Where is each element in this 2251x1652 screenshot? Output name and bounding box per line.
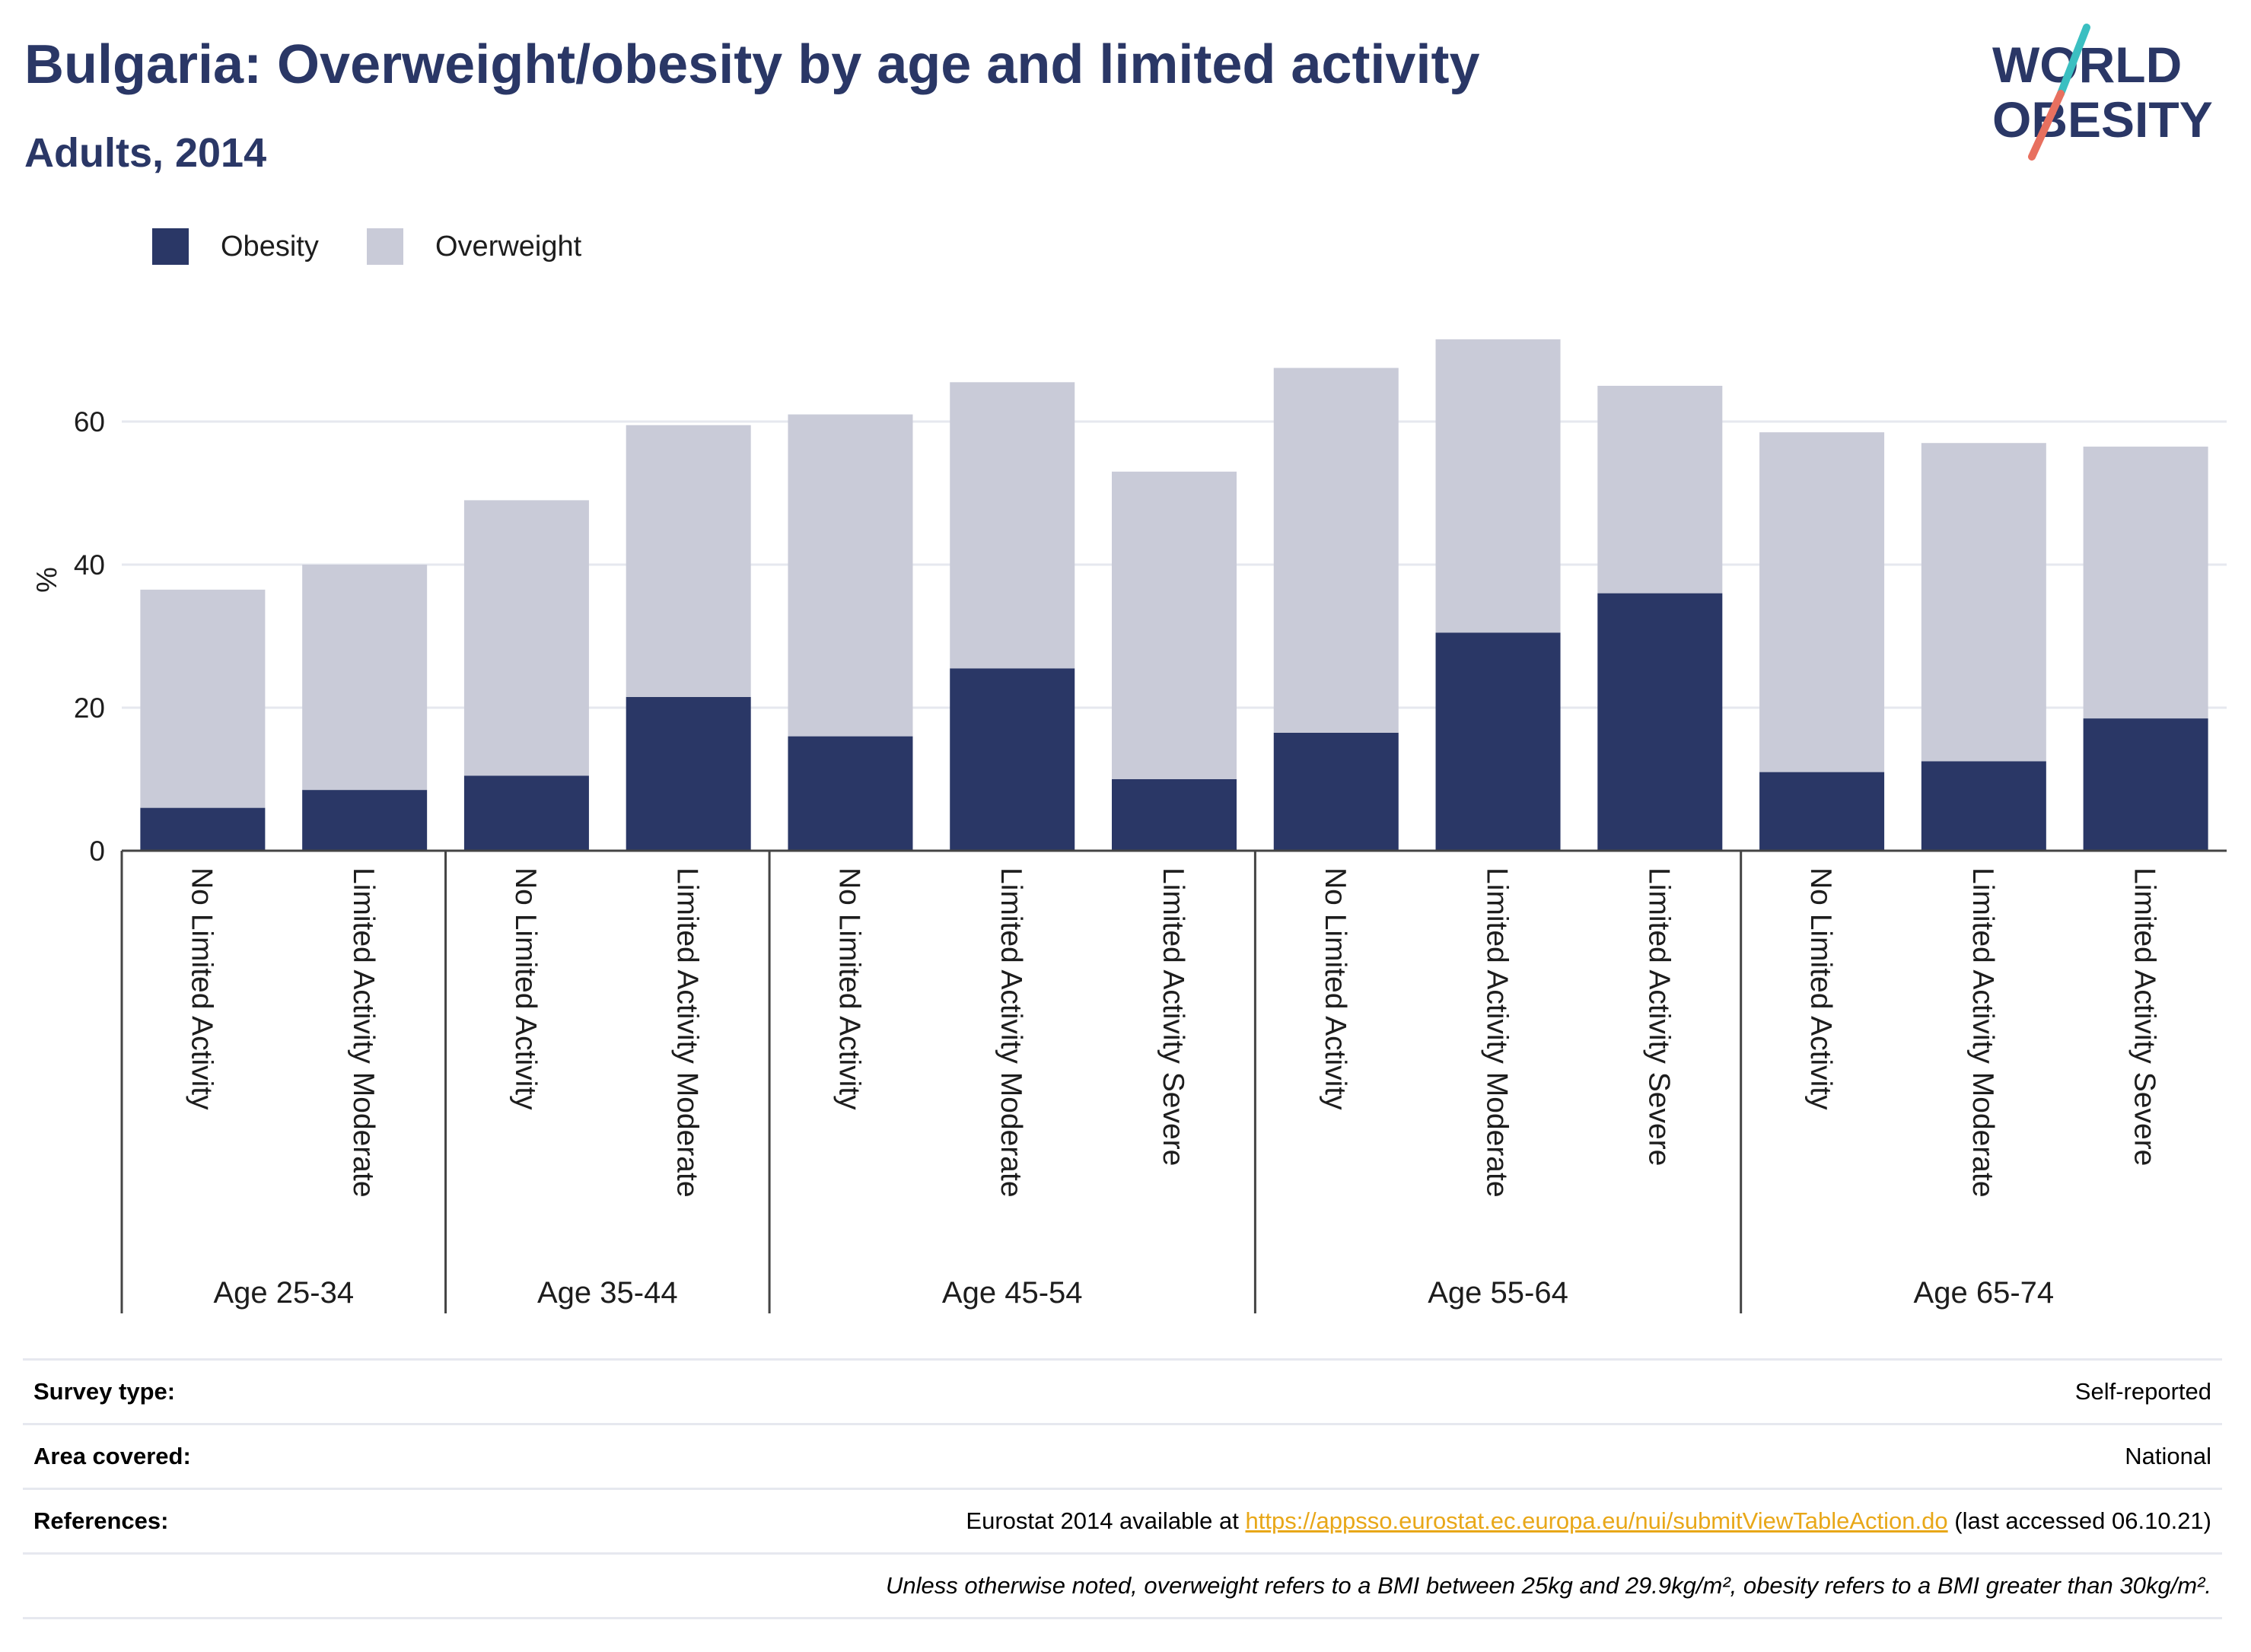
x-category-label: Limited Activity Moderate bbox=[347, 867, 380, 1198]
legend-label-overweight: Overweight bbox=[435, 230, 582, 263]
bar-obesity bbox=[1435, 632, 1561, 851]
x-category-label: No Limited Activity bbox=[185, 867, 218, 1110]
y-tick-label: 0 bbox=[89, 836, 105, 867]
bar-obesity bbox=[302, 790, 428, 851]
x-category-label: Limited Activity Severe bbox=[2128, 867, 2161, 1166]
bar-overweight bbox=[1921, 443, 2046, 762]
bar-overweight bbox=[463, 500, 589, 776]
area-covered-label: Area covered: bbox=[33, 1443, 191, 1469]
bar-obesity bbox=[2083, 718, 2208, 851]
references-suffix: (last accessed 06.10.21) bbox=[1947, 1507, 2211, 1534]
stacked-bar-chart: 0 20 40 60% No Limited Activity Limited Activ… bbox=[31, 339, 2227, 1313]
legend-swatch-obesity bbox=[152, 228, 189, 265]
x-category-label: No Limited Activity bbox=[509, 867, 542, 1110]
info-row-survey-type: Survey type: Self-reported bbox=[23, 1358, 2222, 1423]
y-tick-label: 40 bbox=[74, 549, 105, 581]
y-tick-label: 60 bbox=[74, 406, 105, 438]
logo-slash-bottom bbox=[2028, 90, 2065, 161]
bar-obesity bbox=[788, 736, 913, 851]
survey-type-value: Self-reported bbox=[2074, 1378, 2211, 1405]
chart-title: Bulgaria: Overweight/obesity by age and … bbox=[24, 34, 1480, 95]
bar-obesity bbox=[1273, 732, 1399, 851]
x-category-label: No Limited Activity bbox=[833, 867, 865, 1110]
bar-obesity bbox=[1597, 593, 1723, 851]
bar-obesity bbox=[1759, 772, 1885, 851]
references-value: Eurostat 2014 available at https://appss… bbox=[966, 1507, 2211, 1535]
x-group-label: Age 45-54 bbox=[942, 1276, 1083, 1310]
bar-obesity bbox=[950, 668, 1075, 851]
logo-text-obesity: OBESITY bbox=[1992, 91, 2213, 148]
bar-overweight bbox=[1112, 471, 1237, 779]
references-prefix: Eurostat 2014 available at bbox=[966, 1507, 1246, 1534]
logo-slash-top bbox=[2057, 24, 2090, 97]
info-table: Survey type: Self-reported Area covered:… bbox=[23, 1358, 2222, 1619]
logo-text-world: WORLD bbox=[1992, 37, 2182, 93]
legend-item-overweight[interactable]: Overweight bbox=[367, 225, 581, 268]
x-group-label: Age 35-44 bbox=[537, 1276, 678, 1310]
x-category-label: Limited Activity Severe bbox=[1642, 867, 1675, 1166]
bar-obesity bbox=[626, 696, 751, 851]
legend-label-obesity: Obesity bbox=[221, 230, 319, 263]
chart-subtitle: Adults, 2014 bbox=[24, 130, 267, 176]
x-category-label: Limited Activity Moderate bbox=[1966, 867, 1999, 1198]
x-category-label: Limited Activity Moderate bbox=[671, 867, 704, 1198]
references-label: References: bbox=[33, 1507, 169, 1534]
bar-overweight bbox=[2083, 446, 2208, 719]
bar-overweight bbox=[950, 382, 1075, 669]
x-category-label: Limited Activity Moderate bbox=[995, 867, 1027, 1198]
x-category-label: Limited Activity Moderate bbox=[1481, 867, 1514, 1198]
info-row-area-covered: Area covered: National bbox=[23, 1423, 2222, 1488]
x-group-label: Age 55-64 bbox=[1428, 1276, 1568, 1310]
info-row-note: Unless otherwise noted, overweight refer… bbox=[23, 1552, 2222, 1619]
bar-overweight bbox=[140, 589, 266, 808]
x-group-label: Age 65-74 bbox=[1914, 1276, 2055, 1310]
bar-obesity bbox=[1921, 761, 2046, 851]
bar-obesity bbox=[1112, 779, 1237, 851]
bar-overweight bbox=[788, 414, 913, 737]
x-category-label: No Limited Activity bbox=[1319, 867, 1352, 1110]
bar-obesity bbox=[463, 775, 589, 851]
x-category-label: Limited Activity Severe bbox=[1157, 867, 1189, 1166]
x-group-label: Age 25-34 bbox=[213, 1276, 354, 1310]
x-category-label: No Limited Activity bbox=[1804, 867, 1837, 1110]
area-covered-value: National bbox=[2125, 1443, 2211, 1469]
y-tick-label: 20 bbox=[74, 692, 105, 724]
bar-obesity bbox=[140, 807, 266, 851]
bmi-note: Unless otherwise noted, overweight refer… bbox=[885, 1572, 2211, 1599]
survey-type-label: Survey type: bbox=[33, 1378, 176, 1405]
references-link[interactable]: https://appsso.eurostat.ec.europa.eu/nui… bbox=[1245, 1507, 1948, 1534]
legend-item-obesity[interactable]: Obesity bbox=[152, 225, 319, 268]
legend-swatch-overweight bbox=[367, 228, 403, 265]
bar-overweight bbox=[302, 565, 428, 791]
info-row-references: References: Eurostat 2014 available at h… bbox=[23, 1488, 2222, 1552]
bar-overweight bbox=[1759, 432, 1885, 772]
bar-overweight bbox=[1273, 368, 1399, 733]
world-obesity-logo: WORLD OBESITY bbox=[1992, 24, 2213, 161]
bar-overweight bbox=[1597, 386, 1723, 594]
bar-overweight bbox=[1435, 339, 1561, 633]
bar-overweight bbox=[626, 425, 751, 697]
y-axis-label: % bbox=[31, 567, 63, 593]
